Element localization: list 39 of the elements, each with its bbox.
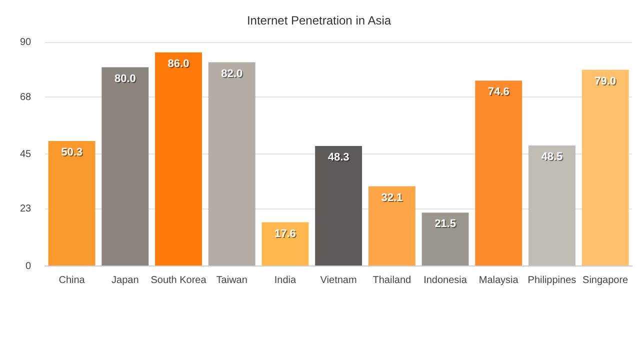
y-tick-label: 90 xyxy=(20,37,32,48)
y-tick-label: 68 xyxy=(20,92,32,103)
x-tick-label: Malaysia xyxy=(478,274,519,286)
x-tick-label: Taiwan xyxy=(216,274,248,286)
bar xyxy=(368,186,416,266)
bar xyxy=(582,70,629,266)
x-tick-label: India xyxy=(274,274,296,286)
x-tick-label: Japan xyxy=(112,274,139,286)
y-tick-label: 0 xyxy=(26,260,32,272)
bar xyxy=(422,212,469,266)
bar xyxy=(262,222,309,266)
bar xyxy=(315,146,362,266)
x-tick-label: Singapore xyxy=(582,274,629,286)
data-label: 21.5 xyxy=(434,218,456,230)
x-tick-label: Philippines xyxy=(528,274,576,286)
data-label: 32.1 xyxy=(381,192,403,204)
data-label: 50.3 xyxy=(61,146,83,159)
bar xyxy=(155,52,202,266)
chart-title: Internet Penetration in Asia xyxy=(246,14,392,28)
data-label: 82.0 xyxy=(221,68,243,80)
bar xyxy=(48,141,96,266)
bar xyxy=(475,80,522,266)
x-tick-label: China xyxy=(58,274,86,286)
x-tick-label: Thailand xyxy=(372,274,412,286)
data-label: 17.6 xyxy=(274,228,296,240)
data-label: 48.3 xyxy=(328,152,350,164)
bar xyxy=(528,146,576,266)
data-label: 86.0 xyxy=(168,58,190,70)
data-label: 74.6 xyxy=(488,86,510,98)
x-tick-label: South Korea xyxy=(150,274,207,286)
x-tick-label: Indonesia xyxy=(424,274,468,286)
bar xyxy=(102,67,149,266)
bar xyxy=(208,62,256,266)
data-label: 80.0 xyxy=(114,72,136,85)
data-label: 48.5 xyxy=(541,151,563,164)
data-label: 79.0 xyxy=(594,75,616,88)
x-tick-label: Vietnam xyxy=(320,274,357,286)
y-tick-label: 45 xyxy=(20,148,32,160)
y-tick-label: 23 xyxy=(20,204,32,215)
